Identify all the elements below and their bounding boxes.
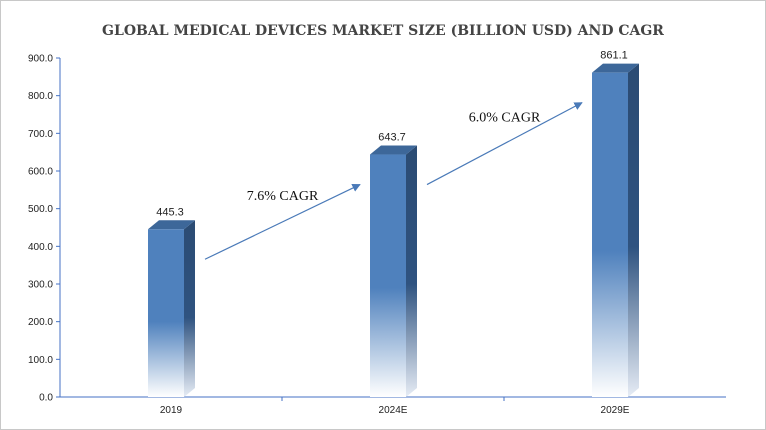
y-tick-label: 100.0 <box>28 355 53 366</box>
cagr-arrow <box>204 183 361 260</box>
bar-side <box>628 63 639 397</box>
y-tick-label: 800.0 <box>28 91 53 102</box>
cagr-label: 7.6% CAGR <box>247 189 319 204</box>
x-tick-label: 2024E <box>379 405 408 416</box>
bar-top <box>592 63 639 73</box>
y-tick-label: 400.0 <box>28 242 53 253</box>
chart-title: GLOBAL MEDICAL DEVICES MARKET SIZE (BILL… <box>102 23 664 39</box>
y-tick-label: 500.0 <box>28 204 53 215</box>
y-tick-label: 900.0 <box>28 54 53 65</box>
y-tick-label: 300.0 <box>28 280 53 291</box>
bar-side <box>406 145 417 397</box>
plot-area: 0.0 100.0 200.0 300.0 400.0 500.0 600.0 700.0 80… <box>28 50 726 416</box>
bar-top <box>370 145 417 155</box>
bar-side <box>184 220 195 397</box>
bar <box>148 229 184 397</box>
y-tick-label: 700.0 <box>28 129 53 140</box>
y-tick-label: 200.0 <box>28 317 53 328</box>
bar <box>592 72 628 397</box>
y-tick-label: 0.0 <box>39 393 53 404</box>
bar-value-label: 861.1 <box>600 50 628 62</box>
x-tick-label: 2019 <box>160 405 183 416</box>
y-tick-label: 600.0 <box>28 167 53 178</box>
cagr-label: 6.0% CAGR <box>469 111 541 126</box>
bar-top <box>148 220 195 230</box>
bar <box>370 154 406 397</box>
x-tick-label: 2029E <box>601 405 630 416</box>
bar-value-label: 643.7 <box>378 132 406 144</box>
cagr-arrow <box>426 102 583 186</box>
bar-value-label: 445.3 <box>156 206 184 218</box>
